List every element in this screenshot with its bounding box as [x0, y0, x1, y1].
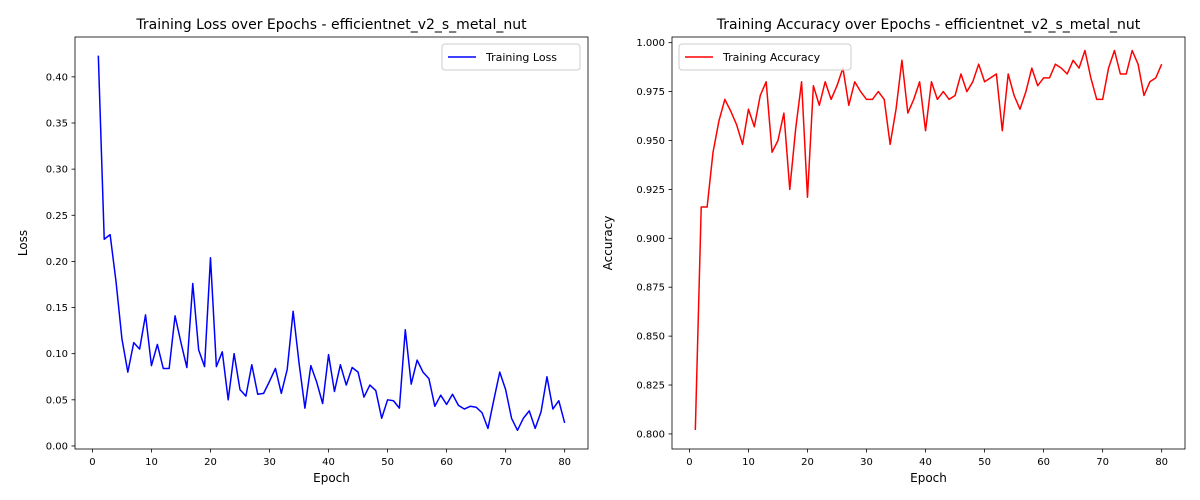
loss-chart: Training Loss over Epochs - efficientnet… [16, 17, 589, 485]
loss-y-axis-label: Loss [16, 230, 30, 256]
loss-y-tick-label: 0.05 [46, 395, 68, 406]
loss-chart-title: Training Loss over Epochs - efficientnet… [135, 17, 527, 33]
loss-x-tick-label: 40 [322, 457, 335, 468]
loss-x-tick-label: 70 [499, 457, 512, 468]
accuracy-y-axis-label: Accuracy [601, 216, 615, 271]
loss-x-tick-label: 20 [204, 457, 217, 468]
accuracy-legend-label: Training Accuracy [722, 51, 821, 64]
accuracy-y-tick-label: 0.925 [636, 185, 665, 196]
accuracy-plot-frame [671, 36, 1186, 450]
accuracy-x-tick-label: 20 [801, 457, 814, 468]
accuracy-x-tick-label: 30 [860, 457, 873, 468]
loss-x-axis: 0 10 20 30 40 50 60 70 80 [89, 449, 571, 468]
loss-y-tick-label: 0.25 [46, 211, 68, 222]
accuracy-y-tick-label: 1.000 [636, 38, 665, 49]
accuracy-y-axis: 0.800 0.825 0.850 0.875 0.900 0.925 0.950 0.975… [636, 38, 672, 440]
accuracy-x-tick-label: 0 [686, 457, 692, 468]
accuracy-x-tick-label: 40 [919, 457, 932, 468]
accuracy-x-tick-label: 60 [1037, 457, 1050, 468]
accuracy-legend-box [678, 43, 852, 71]
accuracy-x-tick-label: 50 [978, 457, 991, 468]
loss-legend-box [441, 43, 581, 71]
accuracy-series-line [694, 49, 1163, 431]
loss-y-tick-label: 0.00 [46, 441, 68, 452]
accuracy-y-tick-label: 0.800 [636, 429, 665, 440]
loss-legend: Training Loss [441, 43, 581, 71]
loss-y-tick-label: 0.30 [46, 165, 68, 176]
loss-legend-label: Training Loss [485, 51, 557, 64]
accuracy-x-tick-label: 80 [1155, 457, 1168, 468]
accuracy-x-tick-label: 70 [1096, 457, 1109, 468]
loss-y-axis: 0.00 0.05 0.10 0.15 0.20 0.25 0.30 0.35 0.40 [46, 72, 75, 452]
loss-x-tick-label: 50 [381, 457, 394, 468]
accuracy-y-tick-label: 0.975 [636, 87, 665, 98]
loss-series-line [97, 55, 566, 432]
loss-plot-frame [74, 36, 589, 450]
accuracy-chart: Training Accuracy over Epochs - efficien… [601, 17, 1186, 485]
accuracy-chart-title: Training Accuracy over Epochs - efficien… [716, 17, 1141, 33]
accuracy-x-tick-label: 10 [742, 457, 755, 468]
accuracy-legend: Training Accuracy [678, 43, 852, 71]
accuracy-y-tick-label: 0.850 [636, 332, 665, 343]
accuracy-y-tick-label: 0.825 [636, 381, 665, 392]
loss-y-tick-label: 0.15 [46, 303, 68, 314]
loss-y-tick-label: 0.40 [46, 72, 68, 83]
accuracy-y-tick-label: 0.950 [636, 136, 665, 147]
loss-x-tick-label: 10 [145, 457, 158, 468]
loss-x-axis-label: Epoch [313, 471, 350, 485]
loss-x-tick-label: 30 [263, 457, 276, 468]
loss-y-tick-label: 0.20 [46, 257, 68, 268]
loss-y-tick-label: 0.35 [46, 118, 68, 129]
accuracy-y-tick-label: 0.875 [636, 283, 665, 294]
accuracy-y-tick-label: 0.900 [636, 234, 665, 245]
loss-x-tick-label: 60 [440, 457, 453, 468]
loss-y-tick-label: 0.10 [46, 349, 68, 360]
accuracy-x-axis: 0 10 20 30 40 50 60 70 80 [686, 449, 1168, 468]
accuracy-x-axis-label: Epoch [910, 471, 947, 485]
loss-x-tick-label: 80 [558, 457, 571, 468]
loss-x-tick-label: 0 [89, 457, 95, 468]
